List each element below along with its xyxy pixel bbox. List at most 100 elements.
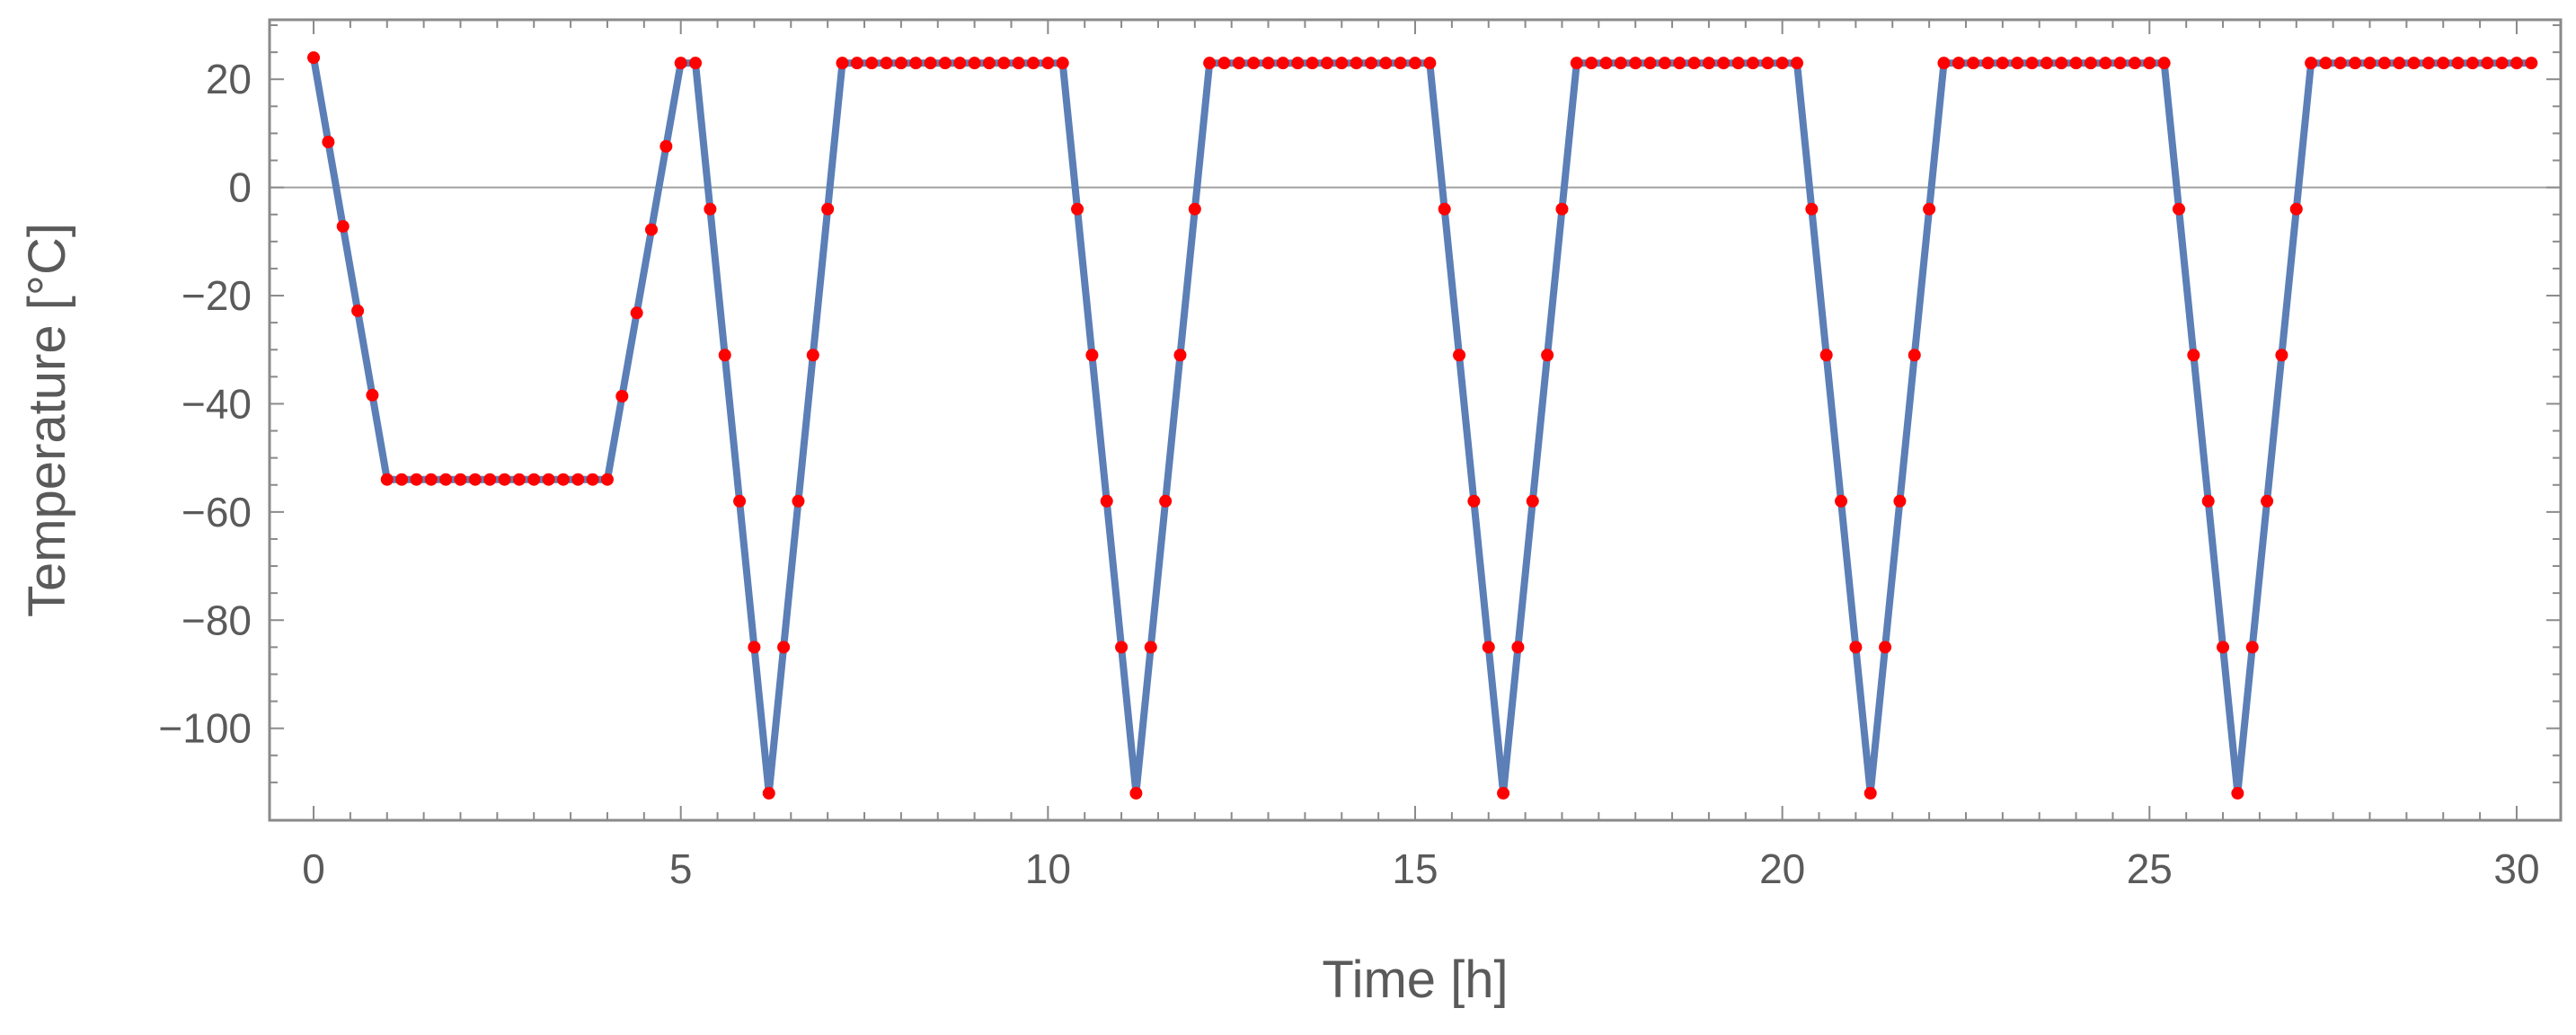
data-point: [659, 139, 673, 153]
data-point: [322, 136, 335, 149]
data-point: [1849, 641, 1863, 654]
data-point: [1526, 494, 1539, 508]
data-point: [836, 57, 849, 70]
data-point: [2128, 57, 2141, 70]
data-point: [1350, 57, 1363, 70]
data-point: [1687, 57, 1701, 70]
data-point: [997, 57, 1011, 70]
data-point: [850, 57, 863, 70]
data-point: [395, 473, 409, 486]
data-point: [1100, 494, 1113, 508]
data-point: [498, 473, 511, 486]
data-point: [2363, 57, 2377, 70]
data-point: [1129, 786, 1143, 800]
x-tick-label: 5: [669, 845, 693, 892]
data-points-layer: [307, 51, 2538, 800]
y-tick-label: −40: [181, 380, 252, 427]
data-point: [1879, 641, 1892, 654]
x-tick-label: 20: [1759, 845, 1805, 892]
data-point: [1996, 57, 2009, 70]
data-point: [938, 57, 952, 70]
data-point: [1981, 57, 1995, 70]
data-point: [2113, 57, 2127, 70]
data-point: [1717, 57, 1731, 70]
data-point: [615, 390, 629, 403]
data-point: [1364, 57, 1377, 70]
data-point: [2437, 57, 2450, 70]
data-point: [1188, 202, 1201, 216]
y-tick-label: 20: [206, 56, 252, 102]
data-point: [1438, 202, 1451, 216]
data-point: [982, 57, 996, 70]
data-point: [2261, 494, 2274, 508]
data-point: [556, 473, 570, 486]
x-axis-title: Time [h]: [1322, 951, 1508, 1009]
data-point: [2407, 57, 2421, 70]
data-point: [968, 57, 981, 70]
data-point: [366, 388, 379, 402]
data-point: [1115, 641, 1129, 654]
data-point: [2201, 494, 2215, 508]
data-point: [424, 473, 438, 486]
data-point: [2231, 786, 2244, 800]
data-point: [1673, 57, 1686, 70]
data-point: [2510, 57, 2523, 70]
data-point: [2217, 641, 2230, 654]
data-point: [2157, 57, 2171, 70]
data-point: [2040, 57, 2053, 70]
data-point: [1041, 57, 1055, 70]
data-point: [1658, 57, 1671, 70]
data-point: [1056, 57, 1069, 70]
data-point: [1291, 57, 1305, 70]
data-point: [689, 57, 703, 70]
data-point: [1453, 349, 1466, 362]
data-point: [2465, 57, 2479, 70]
data-point: [762, 786, 775, 800]
data-point: [527, 473, 541, 486]
data-point: [2084, 57, 2097, 70]
data-point: [1702, 57, 1715, 70]
data-point: [1482, 641, 1495, 654]
data-point: [2481, 57, 2494, 70]
data-point: [674, 57, 687, 70]
data-point: [2025, 57, 2039, 70]
data-point: [439, 473, 453, 486]
data-point: [410, 473, 423, 486]
x-tick-label: 0: [302, 845, 325, 892]
data-point: [865, 57, 879, 70]
data-point: [1570, 57, 1583, 70]
y-tick-label: 0: [228, 164, 252, 211]
y-axis-title: Temperature [°C]: [18, 223, 76, 617]
data-point: [1247, 57, 1261, 70]
data-point: [630, 306, 643, 320]
data-point: [1937, 57, 1951, 70]
data-point: [1923, 202, 1936, 216]
data-point: [2525, 57, 2538, 70]
x-tick-label: 15: [1392, 845, 1438, 892]
data-point: [380, 473, 394, 486]
data-point: [571, 473, 585, 486]
data-point: [2011, 57, 2024, 70]
data-point: [704, 202, 717, 216]
data-point: [1643, 57, 1657, 70]
data-point: [1541, 349, 1554, 362]
data-point: [733, 494, 747, 508]
data-point: [2495, 57, 2509, 70]
data-point: [1791, 57, 1803, 70]
data-point: [1159, 494, 1173, 508]
data-point: [1893, 494, 1907, 508]
data-point: [1775, 57, 1789, 70]
data-point: [1173, 349, 1187, 362]
y-tick-label: −60: [181, 489, 252, 535]
data-point: [2393, 57, 2406, 70]
x-tick-label: 25: [2127, 845, 2173, 892]
data-point: [512, 473, 526, 486]
series-line-layer: [310, 54, 2536, 797]
data-point: [586, 473, 599, 486]
data-point: [1555, 202, 1569, 216]
data-point: [1423, 57, 1437, 70]
data-point: [2173, 202, 2185, 216]
x-tick-label: 10: [1025, 845, 1071, 892]
